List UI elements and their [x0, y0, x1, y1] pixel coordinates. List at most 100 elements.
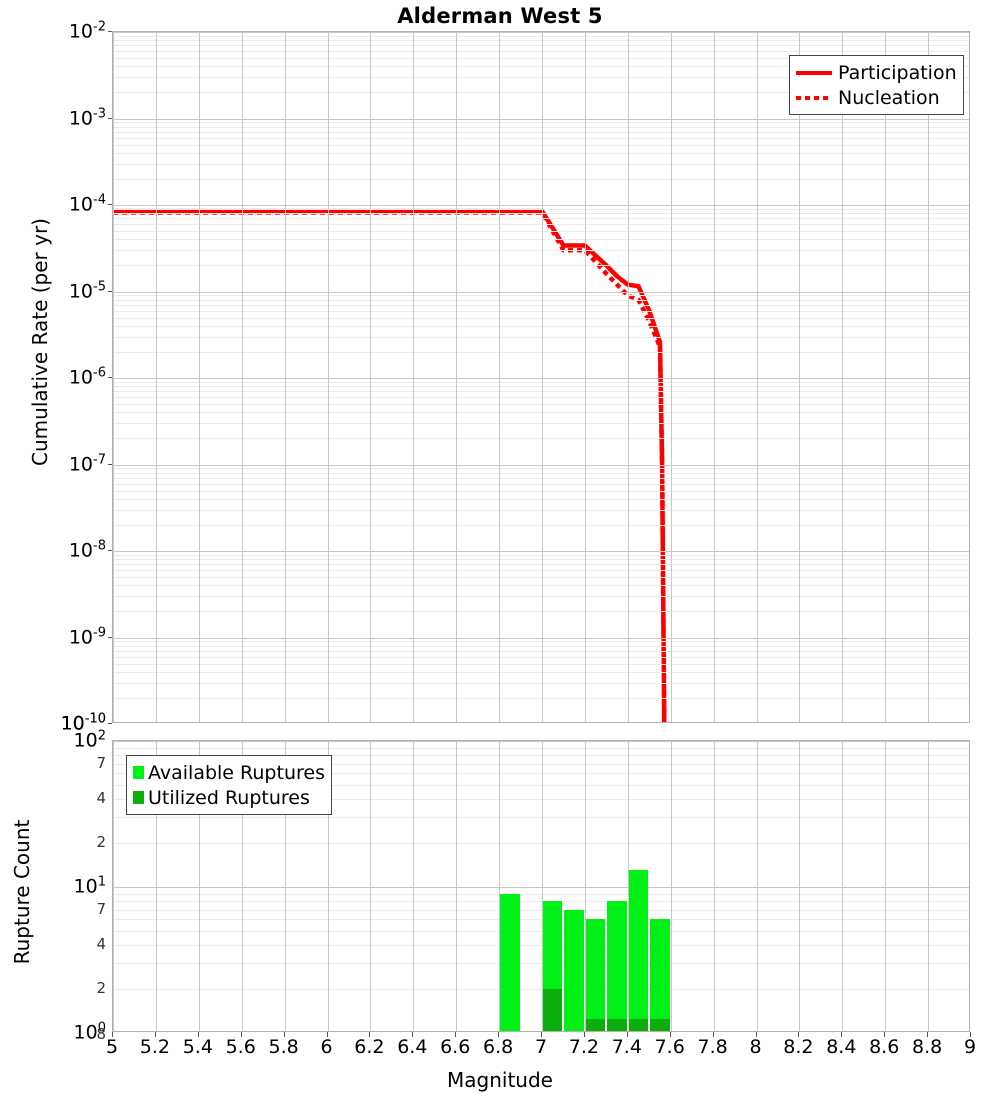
x-tick-label: 5.2 [139, 1036, 170, 1058]
gridline-h-minor [113, 509, 969, 511]
bar-utilized [543, 989, 563, 1031]
tick-mark [283, 1032, 285, 1037]
tick-mark [108, 290, 112, 292]
gridline-h-minor [113, 901, 969, 903]
tick-mark [669, 1032, 671, 1037]
gridline-h-minor [113, 963, 969, 965]
gridline-v [413, 741, 415, 1031]
gridline-v [842, 32, 844, 722]
gridline-h-minor [113, 645, 969, 647]
x-tick-label: 7 [534, 1036, 548, 1058]
gridline-h-minor [113, 577, 969, 579]
tick-mark [112, 1032, 113, 1037]
bar-available [500, 893, 520, 1031]
gridline-h-minor [113, 92, 969, 94]
utilized-swatch-icon [133, 791, 144, 804]
gridline-h-minor [113, 304, 969, 306]
x-tick-label: 8.8 [911, 1036, 943, 1058]
gridline-h-minor [113, 412, 969, 414]
gridline-h-minor [113, 747, 969, 749]
gridline-h [113, 205, 969, 206]
gridline-h-minor [113, 386, 969, 388]
gridline-v [627, 741, 629, 1031]
gridline-v [327, 741, 329, 1031]
gridline-v [885, 32, 887, 722]
tick-mark [541, 1032, 542, 1037]
y-tick-label-minor: 4 [96, 935, 106, 954]
gridline-v [799, 32, 801, 722]
y-tick-label: 10-9 [68, 624, 106, 649]
gridline-h-minor [113, 671, 969, 673]
legend-item-participation: Participation [796, 60, 957, 85]
solid-line-icon [796, 70, 832, 75]
gridline-h-minor [113, 817, 969, 819]
legend-label-nucleation: Nucleation [838, 86, 940, 109]
gridline-v [456, 32, 458, 722]
gridline-v [284, 741, 286, 1031]
y-tick-label: 10-10 [60, 711, 106, 735]
y-tick-label: 10-10 [60, 711, 106, 735]
gridline-h-minor [113, 483, 969, 485]
gridline-h-minor [113, 325, 969, 327]
gridline-v [885, 741, 887, 1031]
y-tick-label-minor: 7 [96, 899, 106, 918]
y-tick-label: 10-7 [68, 451, 106, 476]
y-tick-label: 10-3 [68, 105, 106, 130]
gridline-h-minor [113, 35, 969, 37]
gridline-h-minor [113, 152, 969, 154]
gridline-h-minor [113, 77, 969, 79]
gridline-h-minor [113, 66, 969, 68]
x-tick-label: 6.8 [482, 1036, 514, 1058]
y-tick-label: 100 [73, 1020, 106, 1044]
gridline-h-minor [113, 163, 969, 165]
x-tick-label: 8.4 [826, 1036, 857, 1058]
tick-mark [884, 1032, 886, 1037]
gridline-h-minor [113, 682, 969, 684]
y-tick-label: 102 [73, 728, 106, 752]
tick-mark [455, 1032, 457, 1037]
x-tick-label: 7.6 [654, 1036, 685, 1058]
gridline-v [756, 32, 758, 722]
gridline-h-minor [113, 224, 969, 226]
gridline-h-minor [113, 650, 969, 652]
gridline-h-minor [113, 250, 969, 252]
y-tick-label: 10-4 [68, 192, 106, 216]
bar-available [607, 901, 627, 1031]
bar-utilized [607, 1018, 627, 1031]
x-tick-label: 7.8 [697, 1036, 728, 1058]
gridline-h-minor [113, 351, 969, 353]
gridline-h-minor [113, 524, 969, 526]
tick-mark [108, 550, 112, 551]
gridline-h-minor [113, 945, 969, 947]
tick-mark [498, 1032, 500, 1037]
gridline-h-minor [113, 438, 969, 440]
gridline-v [542, 32, 543, 722]
tick-mark [108, 723, 112, 724]
bar-available [543, 901, 563, 1031]
bar-available [564, 909, 584, 1031]
gridline-h-minor [113, 58, 969, 60]
y-axis-top: 10-2 10-3 10-4 10-5 10-6 10-7 10-8 10-9 10-10 10-… [2, 19, 106, 734]
gridline-h [113, 32, 969, 33]
gridline-h-minor [113, 381, 969, 383]
x-tick-label: 5.8 [268, 1036, 299, 1058]
x-tick-label: 8.6 [869, 1036, 900, 1058]
gridline-h [113, 118, 969, 120]
gridline-v [413, 32, 415, 722]
y-axis-bottom: 102 101 100 7 4 2 7 4 2 8 [2, 728, 106, 1043]
tick-mark [712, 1032, 714, 1037]
x-tick-label: 5.6 [225, 1036, 256, 1058]
curve-nucleation [113, 210, 667, 722]
gridline-h-minor [113, 477, 969, 479]
legend-label-utilized: Utilized Ruptures [148, 786, 310, 809]
y-tick-label-minor: 2 [96, 833, 106, 852]
cumulative-rate-plot [112, 31, 970, 723]
gridline-h-minor [113, 773, 969, 775]
legend-item-utilized: Utilized Ruptures [133, 785, 325, 810]
tick-mark [108, 636, 112, 638]
gridline-h-minor [113, 137, 969, 139]
tick-mark [927, 1032, 929, 1037]
gridline-h-minor [113, 397, 969, 399]
gridline-v [627, 32, 629, 722]
tick-mark [798, 1032, 800, 1037]
